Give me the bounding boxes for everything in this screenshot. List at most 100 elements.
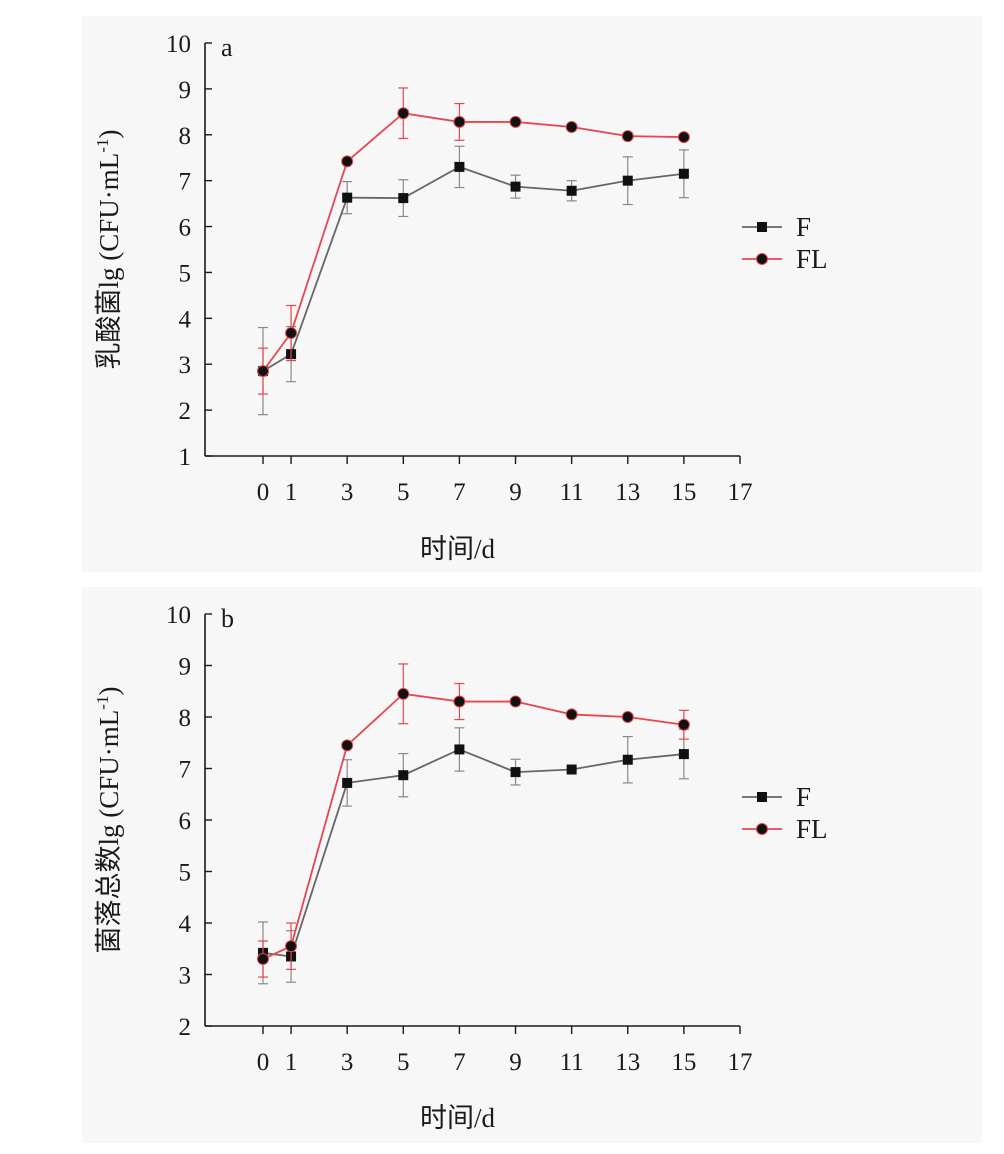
y-tick-label: 4 <box>179 306 192 333</box>
data-point-FL <box>285 940 298 953</box>
legend-label-F: F <box>796 782 811 812</box>
x-tick-label: 5 <box>397 1049 410 1076</box>
data-point-FL <box>257 953 269 966</box>
data-point-FL <box>509 115 522 128</box>
data-point-FL <box>677 718 690 731</box>
x-tick-label: 15 <box>671 479 696 506</box>
panel-label: b <box>221 604 234 633</box>
data-point-FL <box>341 739 354 752</box>
y-axis-title-main: 菌落总数lg (CFU·mL <box>94 710 124 954</box>
legend-marker-FL <box>756 253 768 265</box>
series-FL <box>257 87 690 395</box>
y-tick-label: 5 <box>179 260 192 287</box>
x-tick-label: 17 <box>728 479 753 506</box>
y-tick-label: 6 <box>179 808 192 835</box>
y-axis-title-close: ) <box>94 687 124 696</box>
data-point-F <box>398 193 409 204</box>
series-FL <box>257 663 690 978</box>
x-tick-label: 7 <box>453 1049 466 1076</box>
panel-background <box>82 16 982 572</box>
x-tick-label: 0 <box>257 479 270 506</box>
x-axis-title: 时间/d <box>420 1103 496 1133</box>
y-tick-label: 10 <box>166 602 191 629</box>
legend-marker-FL <box>756 823 768 835</box>
legend-label-F: F <box>796 212 811 242</box>
data-point-F <box>510 767 521 778</box>
y-tick-label: 3 <box>179 352 192 379</box>
x-tick-label: 15 <box>671 1049 696 1076</box>
y-tick-label: 2 <box>179 1014 192 1041</box>
data-point-F <box>566 764 577 775</box>
y-tick-label: 7 <box>179 757 192 784</box>
data-point-FL <box>565 708 578 721</box>
y-axis-title: 菌落总数lg (CFU·mL-1) <box>93 687 124 954</box>
legend-label-FL: FL <box>796 244 828 274</box>
data-point-F <box>342 192 353 203</box>
x-tick-label: 1 <box>285 479 298 506</box>
y-tick-label: 8 <box>179 705 192 732</box>
y-axis-title-superscript: -1 <box>93 696 112 710</box>
legend-label-FL: FL <box>796 814 828 844</box>
y-axis-title: 乳酸菌lg (CFU·mL-1) <box>93 130 124 370</box>
legend: FFL <box>742 212 828 274</box>
x-tick-label: 13 <box>615 479 640 506</box>
x-tick-label: 17 <box>728 1049 753 1076</box>
data-point-FL <box>509 695 522 708</box>
y-tick-label: 4 <box>179 911 192 938</box>
data-point-F <box>454 161 465 172</box>
x-tick-label: 11 <box>560 479 584 506</box>
y-axis-title-main: 乳酸菌lg (CFU·mL <box>94 153 124 370</box>
y-tick-label: 8 <box>179 123 192 150</box>
data-point-FL <box>453 695 466 708</box>
data-point-FL <box>565 120 578 133</box>
data-point-FL <box>257 365 269 378</box>
panel-background <box>82 587 982 1143</box>
x-tick-label: 13 <box>615 1049 640 1076</box>
y-axis-title-close: ) <box>94 130 124 139</box>
data-point-FL <box>341 155 354 168</box>
legend-marker-F <box>757 792 767 802</box>
data-point-FL <box>397 687 410 700</box>
data-point-F <box>398 770 409 781</box>
data-point-FL <box>285 327 298 340</box>
data-point-F <box>622 754 633 765</box>
data-point-F <box>566 185 577 196</box>
y-axis-title-superscript: -1 <box>93 139 112 153</box>
panel-label: a <box>221 33 233 62</box>
data-point-F <box>454 744 465 755</box>
x-tick-label: 3 <box>341 1049 354 1076</box>
y-tick-label: 10 <box>166 31 191 58</box>
data-point-FL <box>621 130 634 143</box>
data-point-FL <box>397 107 410 120</box>
x-tick-label: 7 <box>453 479 466 506</box>
data-point-FL <box>677 131 690 144</box>
y-tick-label: 5 <box>179 860 192 887</box>
y-tick-label: 3 <box>179 963 192 990</box>
y-tick-label: 9 <box>179 654 192 681</box>
y-tick-label: 9 <box>179 77 192 104</box>
data-point-F <box>622 175 633 186</box>
x-tick-label: 9 <box>509 1049 522 1076</box>
legend: FFL <box>742 782 828 844</box>
x-tick-label: 5 <box>397 479 410 506</box>
x-tick-label: 1 <box>285 1049 298 1076</box>
data-point-F <box>510 181 521 192</box>
data-point-F <box>678 168 689 179</box>
x-tick-label: 3 <box>341 479 354 506</box>
x-axis-title: 时间/d <box>420 534 496 564</box>
y-tick-label: 7 <box>179 169 192 196</box>
data-point-F <box>678 749 689 760</box>
x-tick-label: 0 <box>257 1049 270 1076</box>
y-tick-label: 6 <box>179 215 192 242</box>
y-tick-label: 1 <box>179 444 192 471</box>
x-tick-label: 11 <box>560 1049 584 1076</box>
x-tick-label: 9 <box>509 479 522 506</box>
data-point-F <box>342 777 353 788</box>
legend-marker-F <box>757 222 767 232</box>
data-point-FL <box>621 711 634 723</box>
y-tick-label: 2 <box>179 398 192 425</box>
data-point-FL <box>453 115 466 128</box>
